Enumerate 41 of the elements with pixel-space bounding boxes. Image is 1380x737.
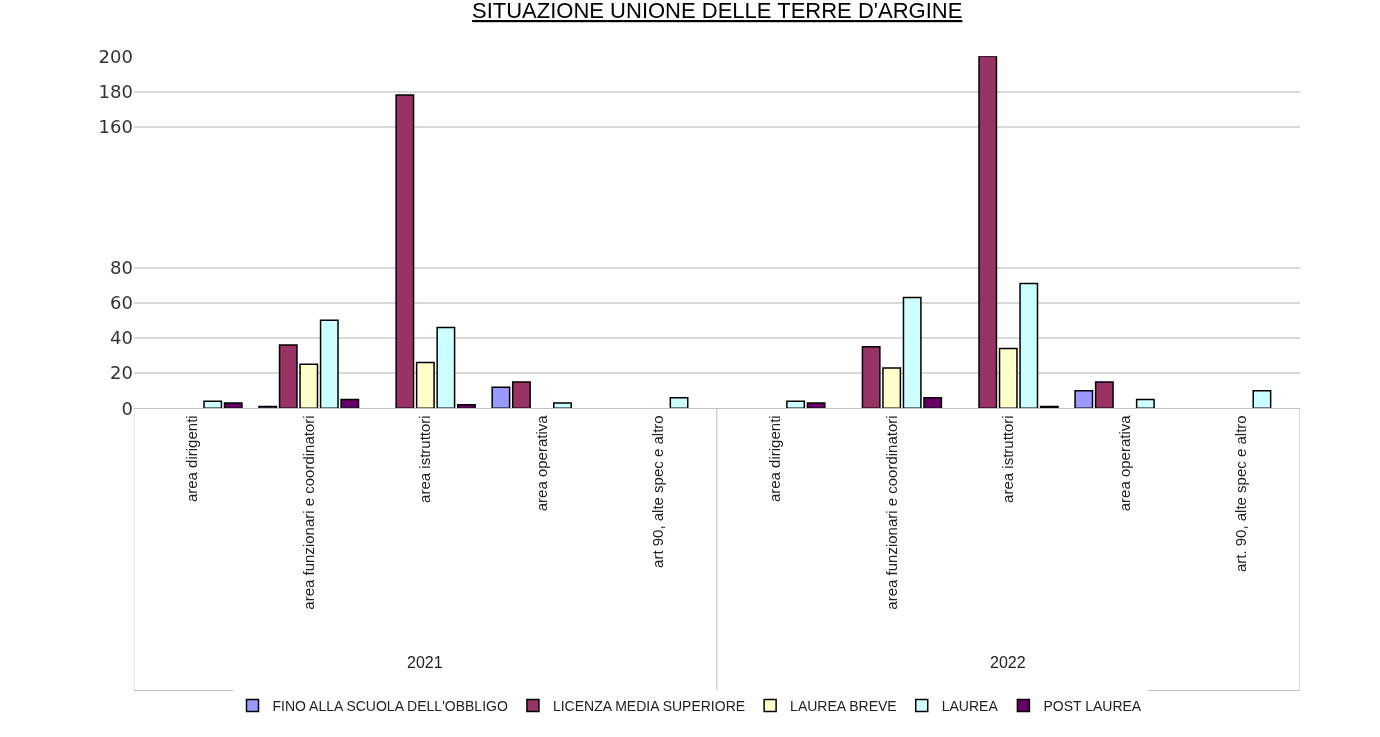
bar [552, 402, 572, 409]
bar [203, 400, 223, 409]
x-tick-label: art. 90, alte spec e altro [1232, 415, 1250, 573]
bar [1252, 390, 1272, 409]
chart-title: SITUAZIONE UNIONE DELLE TERRE D'ARGINE [472, 0, 963, 23]
y-tick-label: 20 [109, 362, 133, 384]
x-tick-label: area operativa [532, 414, 550, 512]
bar [491, 386, 511, 409]
legend-label: POST LAUREA [1043, 698, 1142, 715]
y-tick-label: 0 [121, 397, 133, 419]
bar [786, 400, 806, 409]
bar [223, 402, 243, 409]
legend-label: FINO ALLA SCUOLA DELL'OBBLIGO [272, 698, 508, 715]
x-tick-label: area funzionari e coordinatori [299, 415, 317, 610]
legend-label: LAUREA BREVE [790, 698, 897, 715]
legend-label: LICENZA MEDIA SUPERIORE [552, 698, 746, 715]
text: 2022 [990, 654, 1026, 671]
bar [978, 56, 998, 409]
bar [1074, 390, 1094, 409]
y-tick-label: 40 [109, 327, 133, 349]
legend-label: LAUREA [941, 698, 999, 715]
x-tick-label: area operativa [1115, 414, 1133, 512]
y-tick-label: 200 [98, 45, 133, 67]
x-tick-label: area istruttori [999, 415, 1017, 503]
y-tick-label: 60 [109, 292, 133, 314]
y-tick-label: 180 [98, 80, 133, 102]
bar [456, 404, 476, 409]
y-tick-label: 160 [98, 116, 133, 138]
bar [1135, 398, 1155, 409]
x-tick-label: art 90, alte spec e altro [649, 415, 667, 568]
x-tick-label: area dirigenti [765, 415, 783, 503]
bar [669, 397, 689, 409]
bar [1094, 381, 1114, 409]
bar [806, 402, 826, 409]
text: 2021 [407, 654, 443, 671]
x-tick-label: area dirigenti [183, 415, 201, 503]
y-tick-label: 80 [109, 256, 133, 278]
bar [395, 94, 415, 409]
x-tick-label: area funzionari e coordinatori [882, 415, 900, 610]
bar [511, 381, 531, 409]
x-tick-label: area istruttori [416, 415, 434, 503]
